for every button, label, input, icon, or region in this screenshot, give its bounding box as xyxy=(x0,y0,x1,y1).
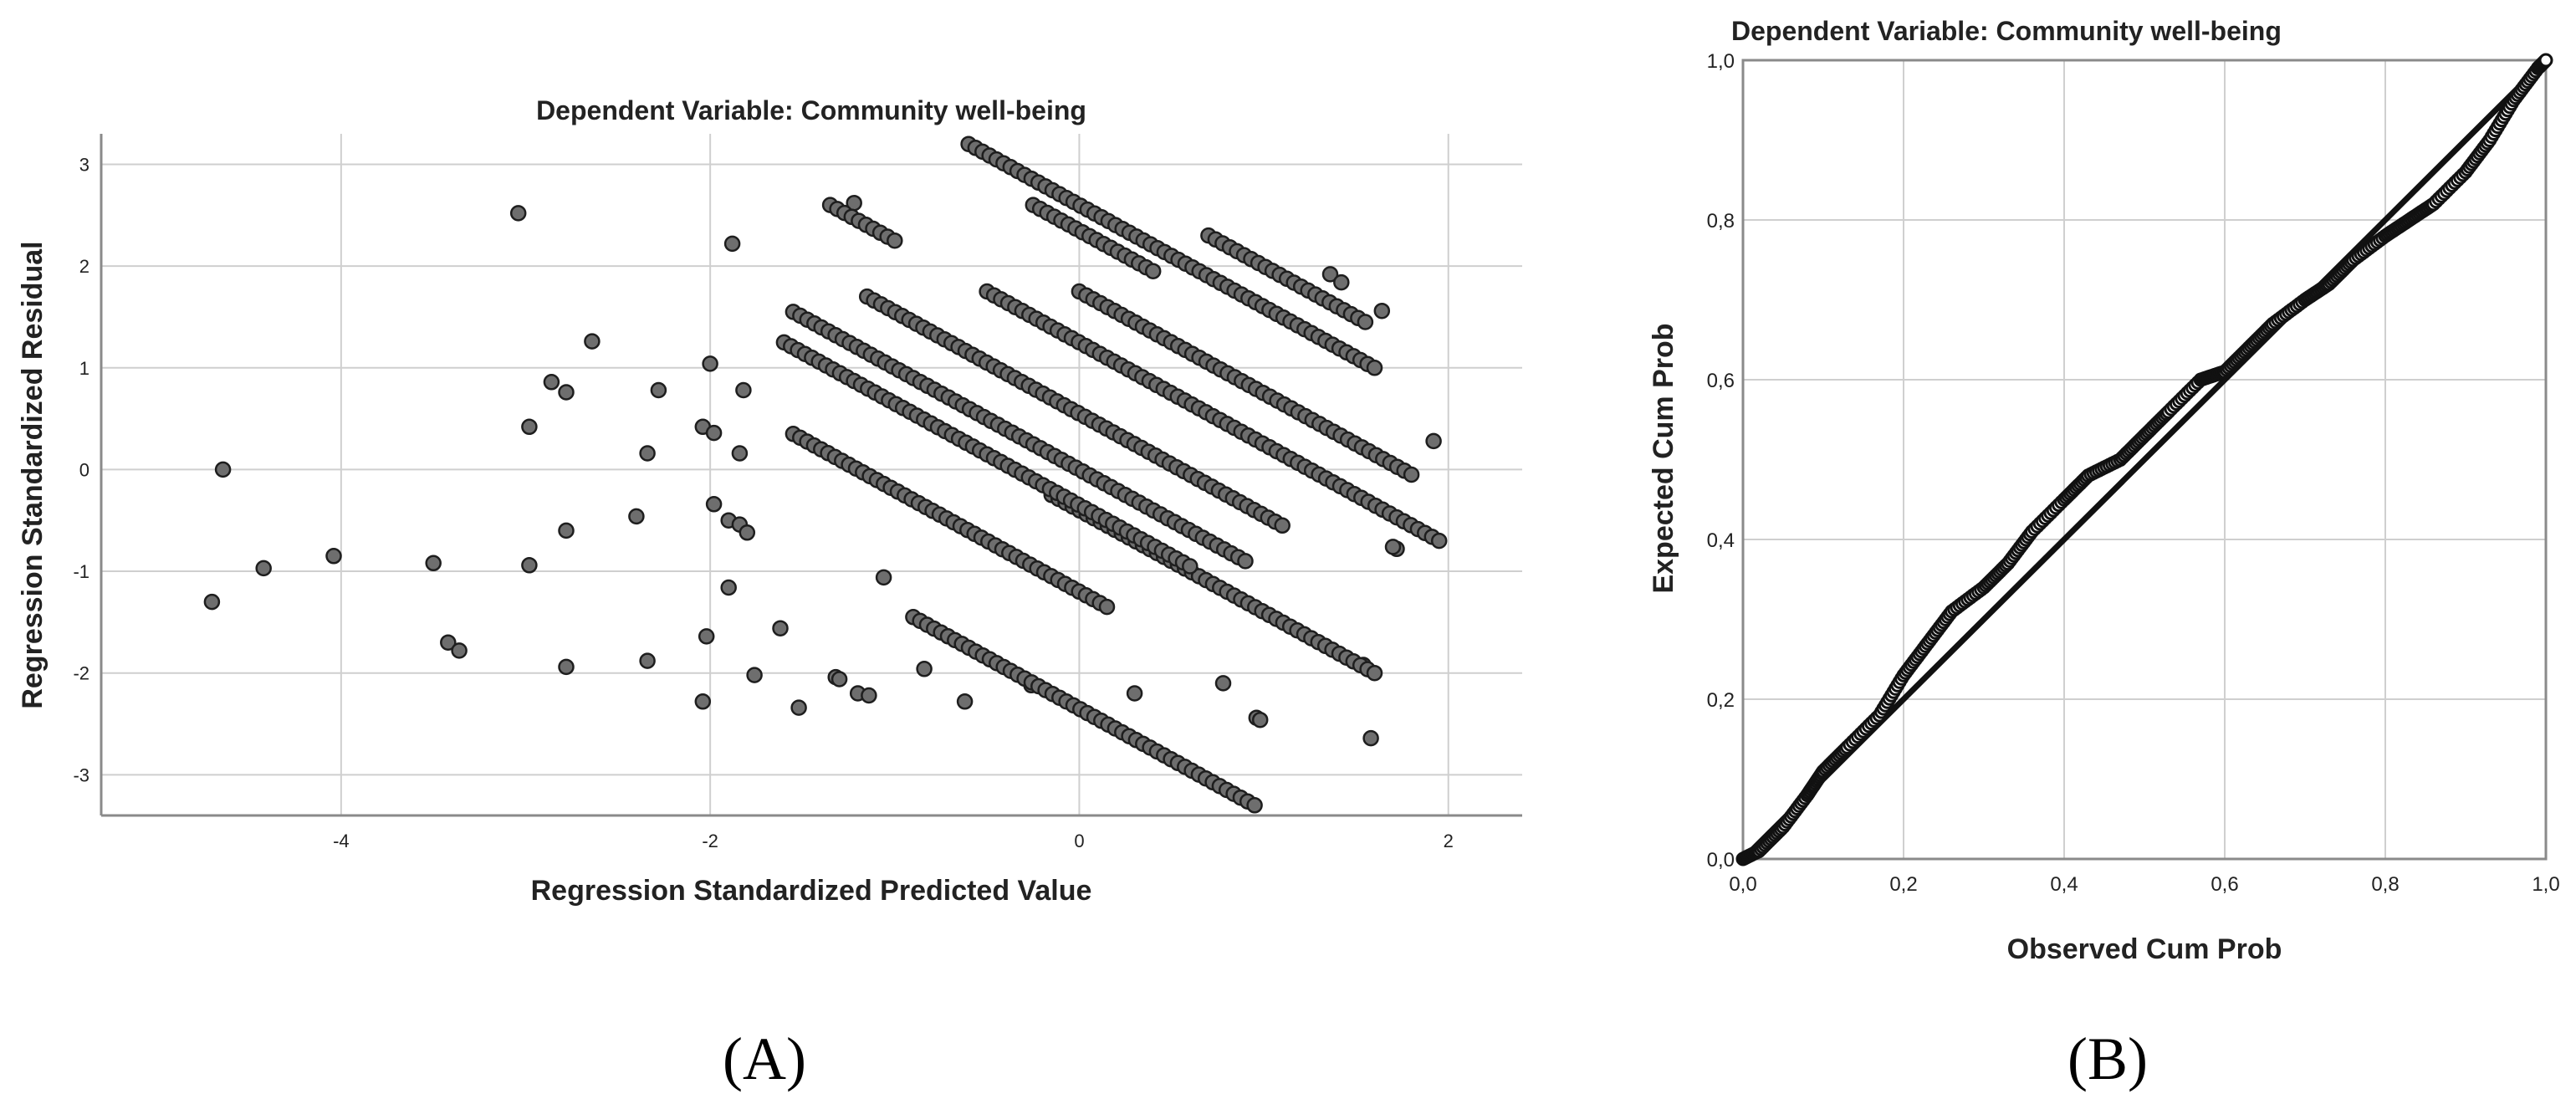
panel-b-x-tick-label: 0,8 xyxy=(2371,873,2399,896)
panel-a-data-point xyxy=(720,579,737,596)
panel-b-plot-frame xyxy=(1741,59,2548,861)
panel-a-data-point xyxy=(650,381,667,399)
panel-a-x-tick-label: 2 xyxy=(1444,831,1454,851)
panel-a-data-point xyxy=(1384,539,1402,555)
panel-a-data-point xyxy=(325,548,342,565)
panel-b-tick-labels: 0,00,0 0,2 0,2 0,4 0,4 0,6 0,6 0,8 0,8 1,0 1,0 xyxy=(1707,50,2560,896)
panel-a-data-point xyxy=(723,235,741,253)
panel-a-x-tick-label: -2 xyxy=(702,831,718,851)
panel-b-y-tick-label: 0,6 xyxy=(1707,370,1735,392)
panel-a-data-point xyxy=(705,496,723,513)
panel-a-data-point xyxy=(702,355,718,372)
panel-a-data-point xyxy=(203,593,221,611)
panel-a-data-point xyxy=(698,628,715,645)
panel-a-data-point xyxy=(1144,263,1162,279)
panel-a-data-points xyxy=(203,135,1448,814)
panel-a-data-point xyxy=(1251,711,1269,728)
panel-a-y-axis-label: Regression Standardized Residual xyxy=(17,241,49,708)
panel-b-label: (B) xyxy=(2067,1025,2148,1092)
panel-b-x-tick-label: 0,2 xyxy=(1889,873,1917,896)
panel-a-data-point xyxy=(861,687,877,704)
panel-a-data-point xyxy=(694,693,712,710)
panel-a-y-tick-label: -2 xyxy=(73,663,89,684)
panel-a-data-point xyxy=(1403,466,1420,483)
panel-a-data-point xyxy=(1333,273,1350,291)
panel-b-x-tick-label: 0,4 xyxy=(2050,873,2078,896)
panel-a-data-point xyxy=(214,461,232,478)
panel-a-data-point xyxy=(1214,675,1232,692)
panel-a-label: (A) xyxy=(723,1025,806,1092)
panel-a-data-point xyxy=(735,381,752,399)
panel-a-data-point xyxy=(1425,432,1442,450)
panel-b-y-axis-label: Expected Cum Prob xyxy=(1648,323,1679,593)
panel-a-data-point xyxy=(887,232,903,249)
panel-a-data-point xyxy=(875,569,892,586)
panel-a-data-point xyxy=(521,557,538,574)
panel-a-data-point xyxy=(1274,517,1291,534)
panel-a-y-tick-label: 0 xyxy=(79,459,89,480)
panel-a-data-point xyxy=(705,424,723,442)
panel-a-data-point xyxy=(628,508,645,525)
panel-a-x-axis-label: Regression Standardized Predicted Value xyxy=(531,875,1092,907)
panel-a-data-point xyxy=(1237,553,1254,570)
panel-b-chart-title: Dependent Variable: Community well-being xyxy=(1731,16,2282,46)
panel-a-data-point xyxy=(1430,532,1448,550)
panel-a-gridlines xyxy=(101,134,1522,815)
panel-b-x-tick-label: 0,6 xyxy=(2211,873,2238,896)
panel-a-data-point xyxy=(956,693,974,710)
panel-a-data-point xyxy=(1366,664,1383,682)
panel-a-data-point xyxy=(772,620,789,636)
panel-a-data-point xyxy=(1098,598,1116,616)
panel-b-y-tick-label: 0,0 xyxy=(1707,849,1735,872)
panel-a-data-point xyxy=(558,522,575,539)
panel-b-x-tick-label: 0,0 xyxy=(1729,873,1756,896)
panel-a-data-point xyxy=(1321,266,1339,283)
panel-a-x-tick-label: -4 xyxy=(333,831,350,851)
panel-a-data-point xyxy=(1362,729,1379,747)
panel-a-data-point xyxy=(1182,558,1199,575)
panel-a-data-point xyxy=(1366,360,1383,376)
panel-a-y-tick-label: -1 xyxy=(73,561,89,582)
panel-a-y-tick-label: 3 xyxy=(79,154,89,175)
panel-a-data-point xyxy=(255,560,272,577)
panel-a-data-point xyxy=(425,555,442,572)
panel-a-data-point xyxy=(639,652,656,669)
panel-a-data-point xyxy=(916,661,933,677)
panel-a-data-point xyxy=(831,671,848,688)
panel-b-x-tick-label: 1,0 xyxy=(2532,873,2559,896)
panel-b-y-tick-label: 0,2 xyxy=(1707,689,1735,712)
panel-b-y-tick-label: 0,4 xyxy=(1707,529,1735,552)
panel-a-data-point xyxy=(584,333,601,350)
panel-a-y-tick-label: 2 xyxy=(79,256,89,277)
panel-b-x-axis-label: Observed Cum Prob xyxy=(2007,933,2282,965)
panel-a-data-point xyxy=(543,374,560,391)
panel-b-y-tick-label: 1,0 xyxy=(1707,50,1735,73)
panel-b-data-point xyxy=(2538,53,2553,68)
panel-a-data-point xyxy=(558,658,575,676)
panel-a-y-tick-label: -3 xyxy=(73,764,89,785)
pp-plot-panel: 0,00,0 0,2 0,2 0,4 0,4 0,6 0,6 0,8 0,8 1,0 1,0 Dep… xyxy=(1648,16,2560,1092)
panel-a-tick-labels: -3 -2 -1 0 1 2 3 -4 -2 0 2 xyxy=(73,154,1453,851)
panel-a-data-point xyxy=(451,642,468,659)
panel-a-data-point xyxy=(790,699,807,716)
panel-a-data-point xyxy=(731,445,749,462)
panel-b-y-tick-label: 0,8 xyxy=(1707,210,1735,233)
panel-a-data-point xyxy=(440,634,457,651)
panel-a-data-point xyxy=(1246,797,1263,814)
panel-a-data-point xyxy=(746,667,763,683)
panel-a-data-point xyxy=(1373,302,1391,319)
panel-a-data-point xyxy=(739,524,756,541)
panel-a-data-point xyxy=(558,384,575,401)
panel-a-data-point xyxy=(1357,314,1374,330)
panel-a-data-point xyxy=(1126,685,1143,702)
panel-a-x-tick-label: 0 xyxy=(1074,831,1084,851)
residual-scatter-panel: -3 -2 -1 0 1 2 3 -4 -2 0 2 Dependent Variable: Com… xyxy=(17,95,1522,1092)
panel-a-y-tick-label: 1 xyxy=(79,358,89,379)
panel-a-data-point xyxy=(509,205,527,222)
panel-a-data-point xyxy=(521,418,538,436)
panel-a-data-point xyxy=(639,445,656,462)
panel-a-chart-title: Dependent Variable: Community well-being xyxy=(536,95,1086,125)
panel-b-data-points xyxy=(1735,53,2553,866)
